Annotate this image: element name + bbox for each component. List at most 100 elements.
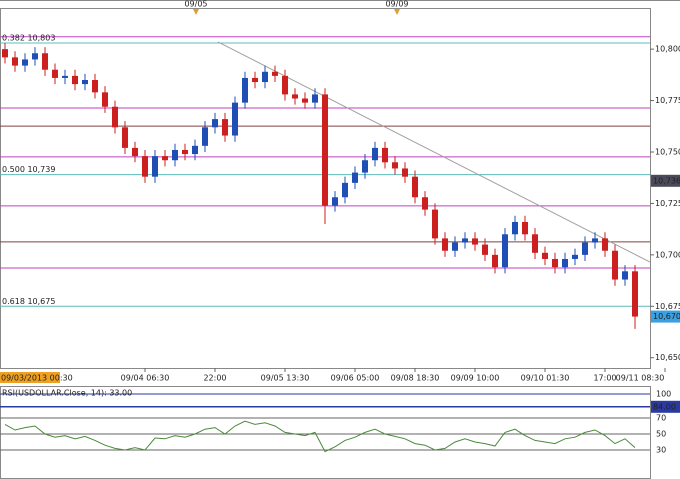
candle-body [112, 106, 118, 128]
x-tick-label: 09/09 10:00 [451, 374, 500, 383]
candle-body [52, 69, 58, 78]
top-marker [394, 9, 400, 15]
x-tick-label: 09/04 06:30 [121, 374, 170, 383]
candle-body [272, 71, 278, 76]
candle-body [552, 258, 558, 268]
start-label: 09/03/2013 00:30 [1, 374, 73, 383]
candle-body [482, 244, 488, 255]
candle-body [492, 254, 498, 268]
candle-body [302, 98, 308, 103]
candle-body [192, 145, 198, 155]
y-tick-label: 10,650 [655, 353, 680, 362]
candle-body [312, 94, 318, 103]
plot-frame [0, 8, 651, 369]
candle-body [332, 197, 338, 206]
candle-body [122, 127, 128, 148]
candle-body [132, 147, 138, 157]
candle-body [612, 250, 618, 280]
rsi-marker-box [651, 400, 680, 413]
candle-body [452, 242, 458, 251]
level-label: 0.382 10,803 [2, 33, 55, 42]
candle-body [172, 149, 178, 161]
candle-body [512, 221, 518, 235]
start-label-box [0, 372, 60, 383]
candle-body [282, 75, 288, 95]
candle-body [42, 53, 48, 70]
candle-body [472, 238, 478, 245]
candle-body [402, 168, 408, 177]
x-tick-label: 09/06 05:00 [331, 374, 380, 383]
candle-body [422, 197, 428, 210]
candle-body [12, 57, 18, 66]
candle-body [72, 75, 78, 85]
price-marker-label: 10,670 [653, 312, 680, 321]
candle-body [572, 254, 578, 259]
top-date-label: 09/09 [385, 0, 408, 9]
candle-body [252, 77, 258, 83]
candle-body [142, 156, 148, 177]
x-tick-label: 17:00 [593, 374, 616, 383]
candle-body [532, 234, 538, 253]
candle-body [152, 156, 158, 177]
y-tick-label: 10,700 [655, 250, 680, 259]
level-label: 0.618 10,675 [2, 297, 55, 306]
candle-body [342, 182, 348, 198]
x-tick-label: 09/11 08:30 [616, 374, 665, 383]
candle-body [92, 80, 98, 93]
candle-body [462, 238, 468, 243]
rsi-tick-label: 50 [656, 430, 666, 439]
y-tick-label: 10,750 [655, 148, 680, 157]
candle-body [32, 53, 38, 60]
candle-body [372, 147, 378, 161]
price-marker-label: 10,736 [653, 176, 680, 185]
candle-body [212, 119, 218, 128]
candle-body [2, 49, 8, 58]
top-marker [193, 9, 199, 15]
rsi-title: RSI(USDOLLAR.Close, 14): 33.00 [2, 389, 132, 398]
top-date-label: 09/05 [184, 0, 207, 9]
rsi-tick-label: 100 [656, 390, 671, 399]
rsi-tick-label: 70 [656, 414, 666, 423]
candle-body [162, 156, 168, 161]
level-label: 0.500 10,739 [2, 165, 55, 174]
candle-body [602, 238, 608, 251]
rsi-line [4, 420, 636, 453]
candle-body [82, 80, 88, 85]
candle-body [222, 119, 228, 136]
candle-body [182, 149, 188, 155]
candle-body [242, 77, 248, 103]
x-tick-label: 09/05 13:30 [261, 374, 310, 383]
candle-body [262, 71, 268, 83]
rsi-tick-label: 30 [656, 446, 666, 455]
candle-body [562, 258, 568, 268]
candle-body [292, 94, 298, 99]
candle-body [582, 242, 588, 255]
candle-body [232, 102, 238, 136]
x-tick-label: 09/08 18:30 [391, 374, 440, 383]
candle-body [522, 221, 528, 235]
candle-body [62, 75, 68, 78]
x-tick-label: 22:00 [203, 374, 226, 383]
candle-body [382, 147, 388, 163]
candle-body [362, 160, 368, 173]
y-tick-label: 10,800 [655, 45, 680, 54]
y-tick-label: 10,725 [655, 199, 680, 208]
candle-body [592, 238, 598, 243]
candle-body [632, 271, 638, 317]
x-tick-label: 09/10 01:30 [521, 374, 570, 383]
candle-body [322, 94, 328, 206]
candle-body [392, 162, 398, 169]
candle-body [412, 176, 418, 198]
rsi-marker-label: 84.00 [653, 402, 676, 411]
candle-body [502, 234, 508, 268]
candle-body [622, 271, 628, 280]
y-tick-label: 10,775 [655, 96, 680, 105]
trendline [217, 41, 651, 263]
candle-body [542, 252, 548, 259]
y-tick-label: 10,675 [655, 302, 680, 311]
candle-body [352, 172, 358, 183]
candle-body [22, 59, 28, 66]
candle-body [432, 209, 438, 239]
